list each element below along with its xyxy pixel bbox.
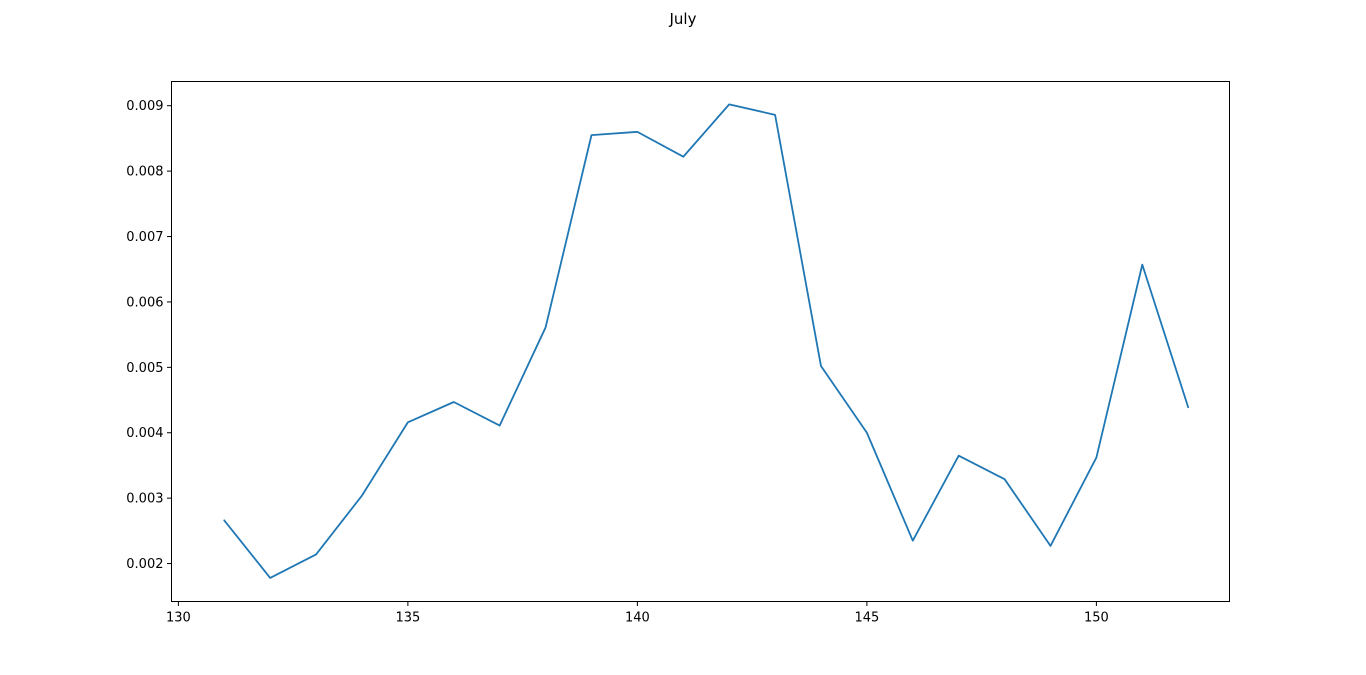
series-line <box>223 103 1190 579</box>
y-axis: 0.002 0.003 0.004 0.005 0.006 0.007 0.008 0.009 <box>126 99 172 572</box>
x-axis: 130 135 140 145 150 <box>166 601 1109 626</box>
y-tick-label: 0.002 <box>126 557 163 572</box>
y-tick-label: 0.004 <box>126 426 163 441</box>
x-tick-label: 145 <box>854 611 879 626</box>
x-tick-label: 150 <box>1084 611 1109 626</box>
y-tick-label: 0.003 <box>126 492 163 507</box>
x-tick-label: 130 <box>166 611 191 626</box>
y-tick-label: 0.008 <box>126 165 163 180</box>
y-tick-label: 0.009 <box>126 99 163 114</box>
x-tick-label: 135 <box>395 611 420 626</box>
y-tick-label: 0.007 <box>126 230 163 245</box>
chart-title: July <box>669 10 697 28</box>
x-tick-label: 140 <box>625 611 650 626</box>
y-tick-label: 0.005 <box>126 361 163 376</box>
plot-area-frame <box>171 81 1230 602</box>
y-tick-label: 0.006 <box>126 295 163 310</box>
